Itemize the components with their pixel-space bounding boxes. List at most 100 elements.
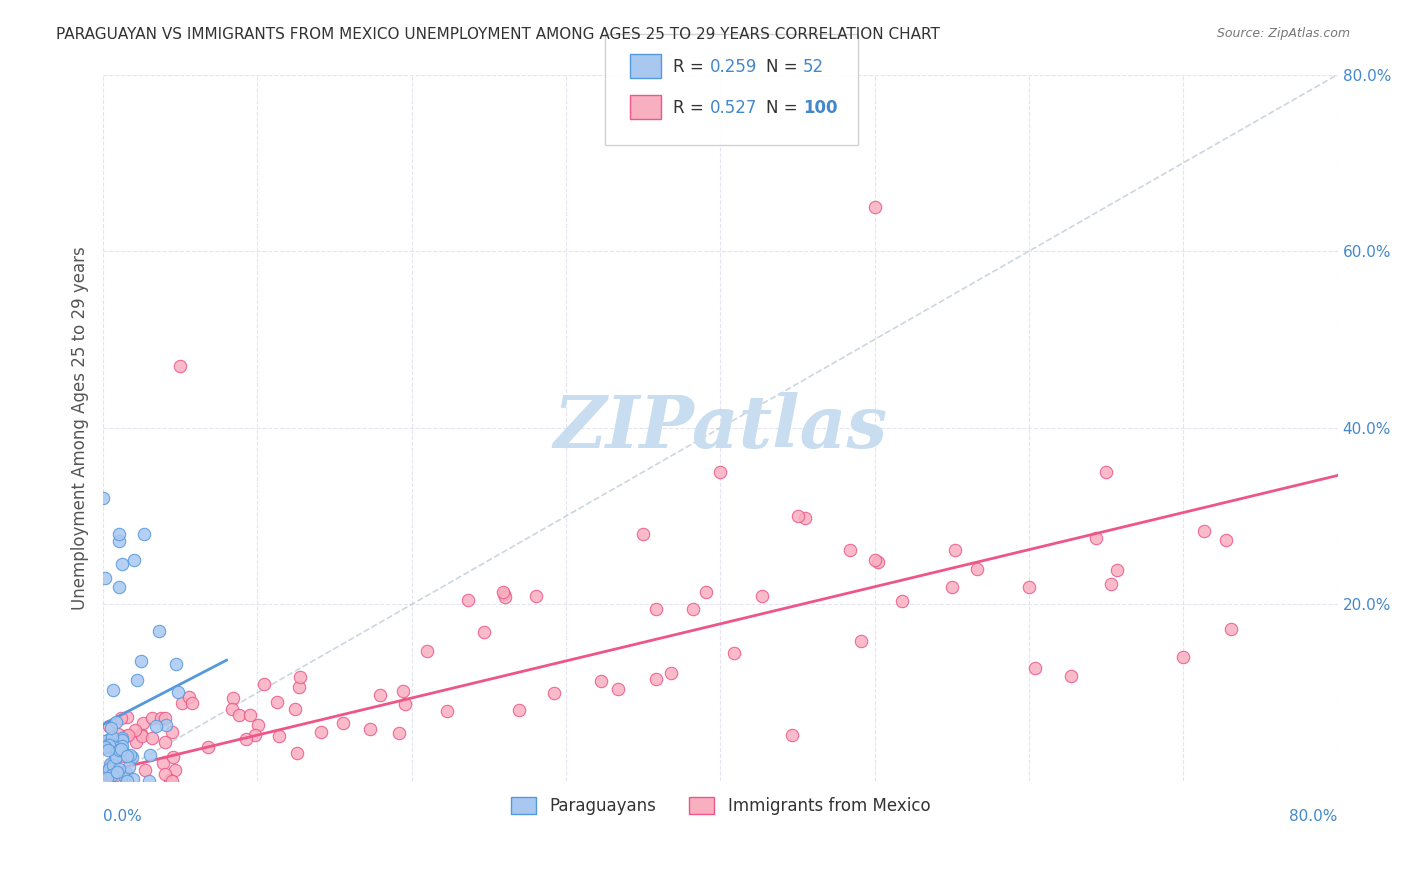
Point <box>170 696 193 710</box>
Point <box>131 655 153 669</box>
Point <box>93 739 115 754</box>
Point <box>269 729 291 743</box>
Point <box>494 587 516 601</box>
Point <box>631 526 654 541</box>
Point <box>169 359 191 373</box>
Point <box>145 719 167 733</box>
Text: 80.0%: 80.0% <box>1289 809 1337 824</box>
Point <box>94 767 117 781</box>
Point <box>243 728 266 742</box>
Point <box>863 553 886 567</box>
Point <box>155 710 177 724</box>
Point <box>1192 524 1215 539</box>
Point <box>100 721 122 735</box>
Point <box>709 465 731 479</box>
Text: PARAGUAYAN VS IMMIGRANTS FROM MEXICO UNEMPLOYMENT AMONG AGES 25 TO 29 YEARS CORR: PARAGUAYAN VS IMMIGRANTS FROM MEXICO UNE… <box>56 27 941 42</box>
Point <box>110 731 132 746</box>
Point <box>107 580 129 594</box>
Point <box>132 527 155 541</box>
Point <box>101 768 124 782</box>
Point <box>165 657 187 672</box>
Point <box>148 624 170 638</box>
Point <box>589 674 612 689</box>
Point <box>122 553 145 567</box>
Point <box>134 763 156 777</box>
Point <box>239 708 262 723</box>
Point <box>111 733 134 747</box>
Point <box>607 682 630 697</box>
Point <box>105 750 128 764</box>
Point <box>1107 563 1129 577</box>
Point <box>780 727 803 741</box>
Point <box>94 734 117 748</box>
Point <box>150 711 173 725</box>
Point <box>472 625 495 640</box>
Point <box>457 592 479 607</box>
Point <box>162 725 184 739</box>
Point <box>127 673 149 687</box>
Point <box>110 711 132 725</box>
Text: N =: N = <box>766 99 803 117</box>
Point <box>101 758 124 772</box>
Point <box>97 738 120 752</box>
Point <box>863 200 886 214</box>
Point <box>891 594 914 608</box>
Point <box>103 739 125 754</box>
Point <box>94 737 117 751</box>
Point <box>492 585 515 599</box>
Point <box>114 770 136 784</box>
Point <box>101 731 124 745</box>
Point <box>1215 533 1237 547</box>
Point <box>868 555 890 569</box>
Point <box>285 746 308 760</box>
Point <box>101 683 124 698</box>
Point <box>132 716 155 731</box>
Point <box>394 698 416 712</box>
Point <box>166 685 188 699</box>
Point <box>108 743 131 757</box>
Point <box>1060 668 1083 682</box>
Point <box>108 534 131 549</box>
Point <box>839 542 862 557</box>
Point <box>107 727 129 741</box>
Point <box>543 686 565 700</box>
Point <box>153 767 176 781</box>
Point <box>221 702 243 716</box>
Point <box>253 676 276 690</box>
Point <box>1173 650 1195 665</box>
Point <box>91 491 114 506</box>
Point <box>941 580 963 594</box>
Legend: Paraguayans, Immigrants from Mexico: Paraguayans, Immigrants from Mexico <box>503 790 936 822</box>
Point <box>138 774 160 789</box>
Point <box>284 701 307 715</box>
Point <box>416 644 439 658</box>
Point <box>122 772 145 786</box>
Point <box>177 690 200 704</box>
Point <box>97 732 120 747</box>
Point <box>117 728 139 742</box>
Point <box>659 665 682 680</box>
Text: R =: R = <box>673 58 710 76</box>
Text: 100: 100 <box>803 99 838 117</box>
Point <box>228 707 250 722</box>
Point <box>155 718 177 732</box>
Point <box>1018 580 1040 594</box>
Point <box>94 571 117 585</box>
Point <box>1099 577 1122 591</box>
Point <box>508 703 530 717</box>
Text: 52: 52 <box>803 58 824 76</box>
Point <box>141 731 163 746</box>
Point <box>1024 661 1046 675</box>
Text: 0.259: 0.259 <box>710 58 758 76</box>
Point <box>111 749 134 764</box>
Point <box>332 716 354 731</box>
Y-axis label: Unemployment Among Ages 25 to 29 years: Unemployment Among Ages 25 to 29 years <box>72 246 89 609</box>
Point <box>644 672 666 686</box>
Point <box>124 723 146 737</box>
Point <box>436 705 458 719</box>
Point <box>723 646 745 660</box>
Point <box>129 727 152 741</box>
Point <box>155 735 177 749</box>
Point <box>117 773 139 788</box>
Point <box>311 725 333 739</box>
